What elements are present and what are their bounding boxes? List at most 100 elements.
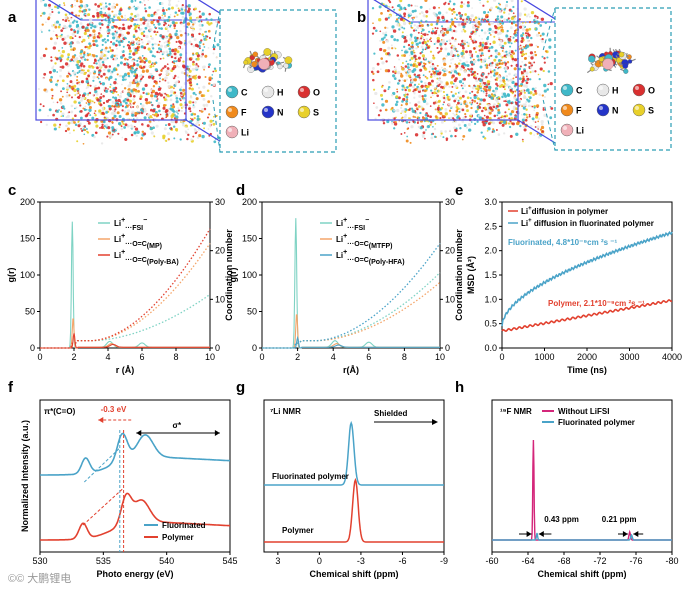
atom <box>408 117 410 119</box>
atom <box>99 34 103 38</box>
atom <box>446 52 451 56</box>
atom <box>83 4 87 8</box>
atom <box>471 101 474 104</box>
atom <box>88 64 92 69</box>
atom <box>449 24 452 27</box>
atom <box>165 25 169 29</box>
atom <box>469 97 472 99</box>
atom <box>426 33 429 36</box>
atom <box>112 109 115 112</box>
atom <box>202 121 206 125</box>
atom <box>82 69 85 72</box>
atom <box>95 131 98 135</box>
atom <box>457 23 461 27</box>
atom <box>407 43 411 47</box>
atom <box>501 49 504 52</box>
atom <box>447 26 450 30</box>
atom <box>428 30 431 33</box>
atom <box>101 19 103 22</box>
atom <box>76 75 79 78</box>
atom <box>432 6 436 10</box>
atom <box>98 36 101 39</box>
atom <box>87 102 91 106</box>
atom <box>470 70 473 73</box>
atom <box>94 84 97 87</box>
atom <box>448 71 451 74</box>
legend-element-f: F <box>576 106 582 116</box>
atom <box>82 142 85 145</box>
atom <box>525 28 529 32</box>
atom <box>95 8 99 12</box>
tie-line <box>83 447 121 483</box>
atom <box>468 35 472 39</box>
atom <box>490 75 493 79</box>
atom <box>444 1 447 4</box>
atom <box>478 34 481 37</box>
atom <box>406 135 409 138</box>
atom <box>432 84 434 87</box>
atom <box>417 100 421 104</box>
atom <box>89 114 92 117</box>
atom <box>73 29 76 32</box>
atom <box>409 54 411 57</box>
atom <box>490 107 493 110</box>
atom <box>373 102 375 105</box>
atom <box>394 121 397 124</box>
atom <box>494 89 498 93</box>
atom <box>529 51 534 55</box>
atom <box>93 62 96 65</box>
label-fluorinated-polymer: Fluorinated polymer <box>272 472 349 481</box>
atom <box>400 7 403 11</box>
atom <box>187 7 191 11</box>
y2-tick-label: 20 <box>445 246 455 256</box>
atom <box>212 52 215 55</box>
atom <box>421 95 424 98</box>
atom <box>144 7 147 10</box>
annotation-shift: -0.3 eV <box>101 405 127 414</box>
atom <box>388 53 391 56</box>
atom <box>388 14 391 17</box>
atom <box>73 60 76 63</box>
atom <box>150 101 153 104</box>
atom <box>372 78 375 82</box>
atom <box>534 28 537 30</box>
atom <box>450 18 454 21</box>
atom <box>70 4 73 7</box>
atom <box>534 126 537 128</box>
atom <box>427 81 432 86</box>
atom <box>474 85 477 88</box>
atom <box>201 12 205 16</box>
atom <box>181 47 184 50</box>
atom <box>132 88 136 92</box>
atom <box>471 86 475 90</box>
atom <box>172 75 175 78</box>
atom <box>464 19 467 22</box>
atom <box>139 1 142 4</box>
atom <box>88 105 92 110</box>
atom <box>514 33 518 37</box>
atom <box>136 63 140 67</box>
atom <box>153 55 156 58</box>
atom <box>167 111 171 115</box>
atom <box>49 37 53 41</box>
atom <box>430 23 433 26</box>
atom <box>445 82 449 86</box>
atom <box>186 72 189 75</box>
atom <box>124 123 128 127</box>
y2-tick-label: 0 <box>445 343 450 353</box>
atom <box>52 24 55 26</box>
atom <box>459 14 463 18</box>
atom <box>492 128 495 131</box>
atom <box>500 24 503 27</box>
atom <box>435 41 438 44</box>
atom <box>422 36 424 39</box>
atom <box>503 116 506 120</box>
atom <box>175 100 179 104</box>
atom <box>451 13 454 15</box>
atom <box>495 107 498 110</box>
atom <box>122 90 125 93</box>
atom <box>212 70 215 73</box>
atom <box>118 74 122 78</box>
atom <box>107 23 110 27</box>
atom <box>212 122 216 126</box>
